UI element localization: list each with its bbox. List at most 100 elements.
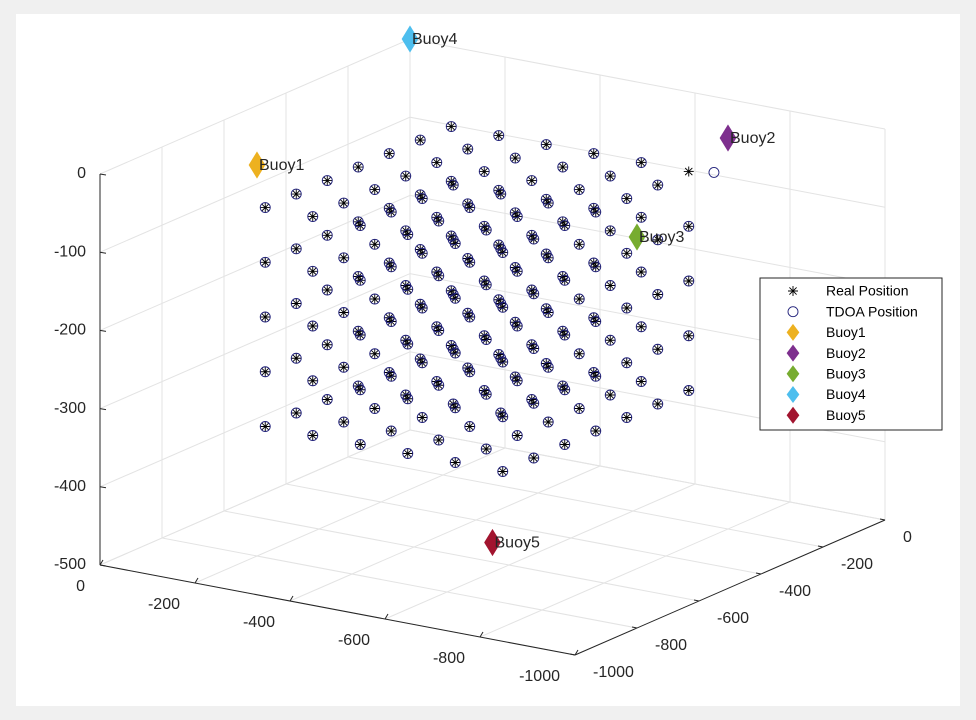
asterisk-marker (384, 258, 395, 269)
circle-marker (369, 238, 381, 250)
circle-marker (621, 193, 633, 204)
asterisk-marker (497, 302, 508, 313)
asterisk-marker (479, 385, 490, 396)
circle-marker (369, 184, 381, 195)
circle-marker (385, 370, 397, 382)
asterisk-marker (369, 294, 380, 305)
z-tick (99, 329, 107, 332)
asterisk-marker (260, 366, 271, 377)
asterisk-marker (652, 180, 663, 191)
asterisk-marker (526, 339, 537, 350)
asterisk-marker (588, 367, 599, 378)
z-tick-label: -300 (54, 400, 86, 417)
circle-marker (400, 170, 412, 182)
circle-marker (321, 175, 333, 186)
diamond-marker (786, 406, 800, 424)
series: Buoy3 (628, 223, 684, 251)
circle-marker (511, 320, 523, 332)
asterisk-marker (528, 398, 539, 409)
asterisk-marker (574, 294, 585, 305)
asterisk-marker (510, 153, 521, 164)
asterisk-marker (464, 312, 475, 323)
circle-marker (511, 211, 523, 222)
asterisk-marker (559, 220, 570, 231)
asterisk-marker (353, 216, 364, 227)
asterisk-marker (402, 393, 413, 404)
asterisk-marker (338, 198, 349, 209)
asterisk-marker (431, 212, 442, 223)
asterisk-marker (384, 312, 395, 323)
asterisk-marker (574, 403, 585, 414)
asterisk-marker (446, 285, 457, 296)
circle-marker (590, 206, 602, 218)
asterisk-marker (493, 294, 504, 305)
asterisk-marker (621, 357, 632, 368)
circle-marker (497, 247, 509, 258)
x-tick (479, 631, 484, 638)
series: Buoy5 (484, 528, 540, 557)
circle-marker (635, 321, 647, 333)
asterisk-marker (355, 439, 366, 450)
asterisk-marker (400, 225, 411, 236)
z-tick-label: -100 (54, 243, 86, 260)
circle-marker (445, 121, 457, 132)
circle-marker (542, 197, 554, 209)
asterisk-marker (448, 289, 459, 300)
circle-marker (683, 220, 695, 232)
asterisk-marker (512, 375, 523, 386)
x-tick (384, 613, 389, 620)
circle-marker (449, 457, 461, 468)
circle-marker (290, 298, 302, 309)
circle-marker (528, 343, 540, 354)
x-tick-label: 0 (76, 578, 85, 595)
circle-marker (338, 416, 350, 428)
circle-marker (480, 334, 492, 345)
asterisk-marker (433, 380, 444, 391)
asterisk-marker (464, 257, 475, 268)
asterisk-marker (417, 248, 428, 259)
asterisk-marker (636, 157, 647, 168)
circle-marker (402, 393, 414, 405)
asterisk-marker (369, 184, 380, 195)
circle-marker (369, 403, 381, 414)
asterisk-marker (528, 343, 539, 354)
asterisk-marker (588, 312, 599, 323)
asterisk-marker (636, 376, 647, 387)
asterisk-marker (355, 330, 366, 341)
circle-marker (431, 157, 443, 168)
grid-line (99, 351, 886, 488)
asterisk-marker (450, 402, 461, 413)
circle-marker (414, 134, 426, 146)
asterisk-marker (446, 121, 457, 132)
circle-marker (464, 256, 476, 268)
asterisk-marker (433, 325, 444, 336)
y-tick-label: 0 (903, 529, 912, 546)
asterisk-marker (495, 353, 506, 364)
y-tick-label: -1000 (593, 664, 634, 681)
asterisk-marker (402, 448, 413, 459)
asterisk-marker (559, 384, 570, 395)
asterisk-marker (355, 220, 366, 231)
asterisk-marker (652, 234, 663, 245)
asterisk-marker (636, 267, 647, 278)
asterisk-marker (493, 130, 504, 141)
y-tick (569, 653, 576, 656)
asterisk-marker (481, 389, 492, 400)
circle-marker (511, 375, 523, 387)
diamond-marker (786, 323, 800, 341)
circle-marker (354, 439, 366, 450)
circle-marker (385, 316, 397, 327)
circle-marker (402, 338, 414, 350)
asterisk-marker (574, 239, 585, 250)
axis-line (574, 519, 886, 656)
asterisk-marker (446, 176, 457, 187)
circle-marker (708, 166, 720, 178)
grid (99, 38, 886, 656)
asterisk-marker (402, 284, 413, 295)
asterisk-marker (497, 357, 508, 368)
asterisk-marker (605, 225, 616, 236)
asterisk-marker (590, 425, 601, 436)
circle-marker (290, 407, 302, 419)
circle-marker (464, 202, 476, 213)
